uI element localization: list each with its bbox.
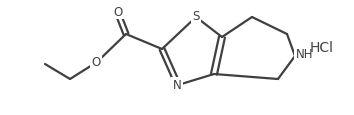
Text: S: S (192, 10, 200, 23)
Text: NH: NH (296, 48, 314, 61)
Text: HCl: HCl (310, 41, 334, 55)
Text: O: O (91, 56, 101, 69)
Text: N: N (173, 79, 181, 92)
Text: O: O (113, 5, 122, 18)
